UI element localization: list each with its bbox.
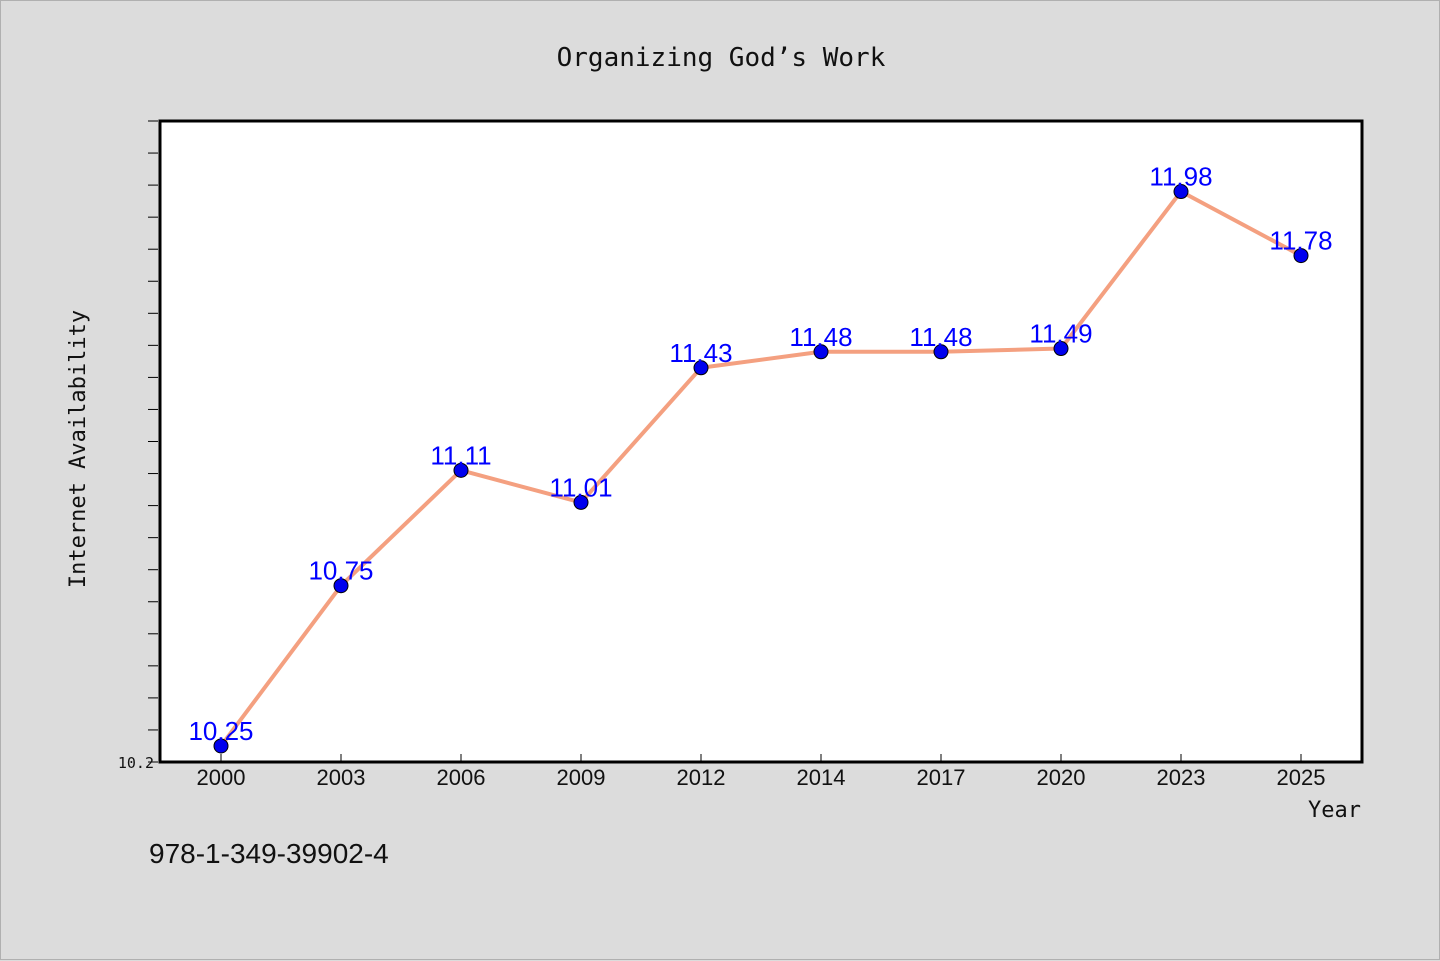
- x-axis-ticks: 2000 2003 2006 2009 2012 2014 2017 2020 2023 2025: [197, 754, 1326, 790]
- x-tick-label: 2003: [317, 765, 366, 790]
- data-label: 11.48: [789, 322, 852, 352]
- y-axis-ticks: 10.2: [118, 120, 158, 772]
- data-label: 11.01: [549, 472, 612, 502]
- x-axis-title: Year: [1308, 798, 1361, 823]
- data-point-marker: [453, 462, 469, 478]
- data-point-marker: [213, 738, 229, 754]
- footer-isbn: 978-1-349-39902-4: [149, 838, 389, 869]
- data-label: 10.75: [308, 556, 373, 586]
- x-tick-label: 2006: [437, 765, 486, 790]
- y-axis-title: Internet Availability: [66, 310, 91, 588]
- data-label: 11.43: [669, 338, 732, 368]
- data-point-marker: [693, 360, 709, 376]
- series-line: [219, 189, 1303, 748]
- x-tick-label: 2012: [677, 765, 726, 790]
- data-point-marker: [933, 344, 949, 360]
- data-label: 11.78: [1269, 226, 1332, 256]
- data-label: 11.11: [430, 440, 491, 470]
- chart-title: Organizing God’s Work: [557, 43, 886, 73]
- data-point-marker: [813, 344, 829, 360]
- x-tick-label: 2025: [1277, 765, 1326, 790]
- data-labels: 10.25 10.75 11.11 11.01 11.43 11.48 11.48 11.49…: [188, 162, 1332, 746]
- series-line-group: [219, 189, 1303, 748]
- data-point-marker: [1293, 248, 1309, 264]
- data-label: 11.49: [1029, 319, 1092, 349]
- data-point-marker: [573, 494, 589, 510]
- x-tick-label: 2000: [197, 765, 246, 790]
- plot-area: [158, 119, 1364, 764]
- data-label: 10.25: [188, 716, 253, 746]
- x-tick-label: 2023: [1157, 765, 1206, 790]
- data-point-marker: [1053, 341, 1069, 357]
- data-markers: [213, 184, 1309, 754]
- y-tick-label: 10.2: [118, 754, 154, 772]
- x-tick-label: 2014: [797, 765, 846, 790]
- data-label: 11.98: [1149, 162, 1212, 192]
- x-tick-label: 2017: [917, 765, 966, 790]
- x-tick-label: 2009: [557, 765, 606, 790]
- x-tick-label: 2020: [1037, 765, 1086, 790]
- data-point-marker: [333, 578, 349, 594]
- data-label: 11.48: [909, 322, 972, 352]
- data-point-marker: [1173, 184, 1189, 200]
